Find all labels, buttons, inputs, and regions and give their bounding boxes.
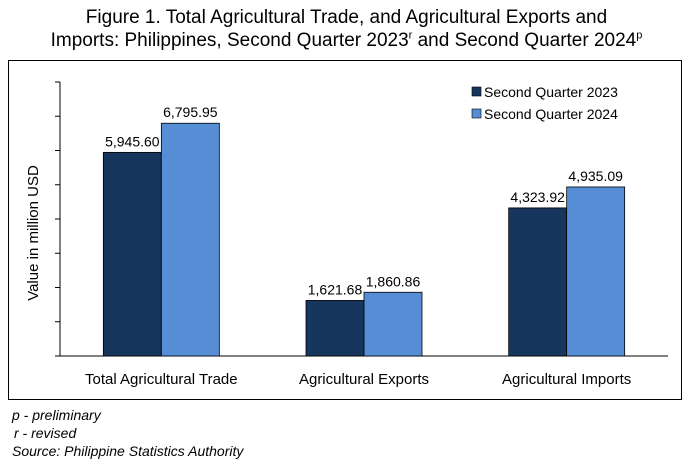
legend-label: Second Quarter 2024 xyxy=(484,106,618,122)
revised-mark: r xyxy=(408,29,413,42)
chart-title-line2: Imports: Philippines, Second Quarter 202… xyxy=(0,29,693,52)
note-source: Source: Philippine Statistics Authority xyxy=(12,443,244,459)
bar-data-label: 1,860.86 xyxy=(366,273,421,289)
bar-data-label: 5,945.60 xyxy=(105,133,160,149)
legend-label: Second Quarter 2023 xyxy=(484,84,618,100)
bar-data-label: 1,621.68 xyxy=(308,281,363,297)
bar-data-label: 4,323.92 xyxy=(510,189,565,205)
bar-data-label: 4,935.09 xyxy=(568,168,623,184)
bar xyxy=(363,291,423,357)
bar xyxy=(566,186,626,357)
preliminary-mark: p xyxy=(636,29,643,42)
chart-title-line1: Figure 1. Total Agricultural Trade, and … xyxy=(85,7,608,28)
chart-title: Figure 1. Total Agricultural Trade, and … xyxy=(0,6,693,52)
bar xyxy=(508,207,568,357)
chart-notes: p - preliminary r - revised Source: Phil… xyxy=(12,406,243,460)
note-revised: r - revised xyxy=(14,425,77,441)
bar xyxy=(160,122,220,357)
bar xyxy=(102,151,162,357)
bar-data-label: 6,795.95 xyxy=(163,104,218,120)
note-preliminary: p - preliminary xyxy=(12,407,101,423)
y-axis-label: Value in million USD xyxy=(25,165,42,301)
bar xyxy=(305,300,365,357)
legend-swatch xyxy=(471,86,482,97)
chart-frame xyxy=(8,60,682,400)
legend-swatch xyxy=(471,108,482,119)
x-tick-label: Total Agricultural Trade xyxy=(85,371,238,388)
chart-title-line2-prefix: Imports: Philippines, Second Quarter 202… xyxy=(50,30,409,51)
x-tick-label: Agricultural Imports xyxy=(502,371,631,388)
x-tick-label: Agricultural Exports xyxy=(299,371,429,388)
chart-title-line2-middle: and Second Quarter 2024 xyxy=(412,30,637,51)
